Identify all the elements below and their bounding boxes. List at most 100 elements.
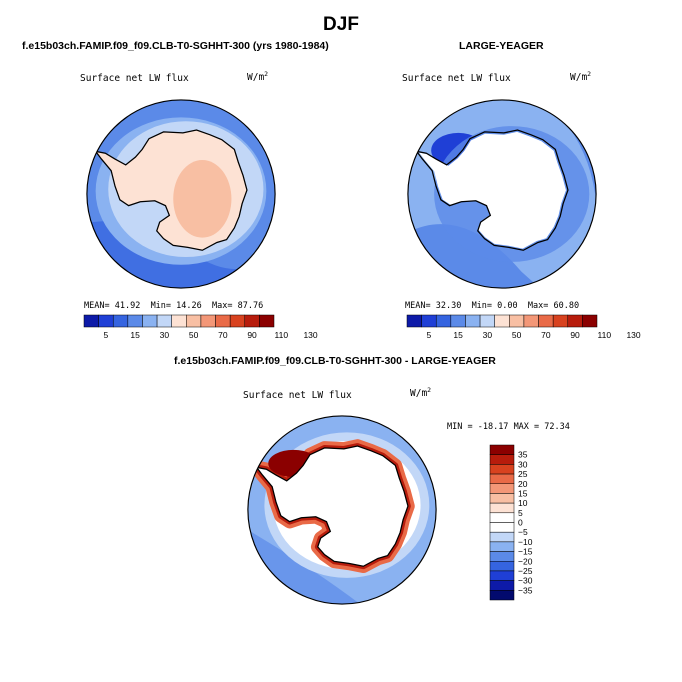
panel3-colorbar-box	[489, 444, 515, 455]
panel3-max-value: 72.34	[544, 422, 570, 432]
panel3-colorbar-tick-label: 35	[518, 450, 528, 460]
panel3-colorbar-tick-label: 5	[518, 508, 523, 518]
panel2-colorbar-tick-label: 70	[541, 330, 551, 340]
land-mask	[419, 131, 566, 249]
panel1-colorbar-box	[112, 314, 129, 328]
panel1-colorbar-box	[127, 314, 143, 328]
panel3-stats: MIN = -18.17 MAX = 72.34	[447, 422, 570, 432]
panel3-colorbar-tick-label: −10	[518, 537, 533, 547]
panel1-max-label: Max=	[212, 301, 233, 311]
panel1-colorbar-tick-label: 70	[218, 330, 228, 340]
panel2-colorbar-box	[582, 314, 598, 328]
panel1-colorbar-box	[229, 314, 246, 328]
panel3-colorbar-tick-label: −35	[518, 585, 533, 595]
panel2-colorbar-tick-label: 110	[598, 330, 612, 340]
panel3-min-value: -18.17	[477, 422, 509, 432]
panel2-colorbar-box	[450, 314, 466, 328]
panel3-map	[247, 415, 437, 605]
panel3-colorbar-tick-label: 10	[518, 498, 528, 508]
panel3-colorbar-tick-label: 0	[518, 518, 523, 528]
panel1-colorbar-box	[83, 314, 99, 328]
diff-panel-title: f.e15b03ch.FAMIP.f09_f09.CLB-T0-SGHHT-30…	[174, 355, 496, 367]
panel2-colorbar-box	[465, 314, 481, 328]
map-border	[86, 99, 276, 289]
panel2-colorbar-box	[509, 314, 525, 328]
ice-sheet-field	[173, 160, 232, 238]
panel2-units: W/m2	[570, 70, 592, 84]
panel3-colorbar-box	[489, 464, 515, 475]
panel2-min-value: 0.00	[497, 301, 518, 311]
panel1-map	[86, 99, 276, 289]
panel3-colorbar-tick-label: 25	[518, 469, 528, 479]
panel2-colorbar-box	[567, 314, 583, 328]
panel2-min-label: Min=	[471, 301, 493, 311]
panel2-colorbar-tick-label: 50	[512, 330, 522, 340]
panel3-colorbar-tick-label: −5	[518, 527, 528, 537]
panel3-colorbar-tick-label: 30	[518, 459, 528, 469]
panel1-max-value: 87.76	[237, 301, 264, 311]
panel3-colorbar-box	[489, 531, 515, 543]
panel3-colorbar-tick-label: −25	[518, 566, 533, 576]
panel3-colorbar-tick-label: −30	[518, 576, 533, 586]
panel3-colorbar-box	[489, 561, 515, 572]
panel1-colorbar-box	[171, 314, 187, 328]
panel1-colorbar-tick-label: 50	[189, 330, 199, 340]
panel3-colorbar-box	[489, 551, 515, 562]
panel1-mean-value: 41.92	[114, 301, 141, 311]
map-border	[247, 415, 437, 605]
panel2-mean-value: 32.30	[435, 301, 462, 311]
panel3-colorbar-tick-label: −20	[518, 556, 533, 566]
panel3-colorbar-box	[489, 590, 515, 601]
panel3-variable-label: Surface net LW flux	[243, 390, 352, 401]
panel1-colorbar-box	[142, 314, 158, 328]
panel2-colorbar-tick-label: 90	[570, 330, 580, 340]
panel2-colorbar-box	[435, 314, 452, 328]
panel2-colorbar-tick-label: 30	[483, 330, 493, 340]
panel3-colorbar-box	[489, 483, 515, 494]
panel2-map	[407, 99, 597, 289]
left-panel-title: f.e15b03ch.FAMIP.f09_f09.CLB-T0-SGHHT-30…	[22, 40, 329, 52]
panel2-colorbar-tick-label: 15	[453, 330, 463, 340]
panel2-colorbar-box	[523, 314, 539, 328]
panel3-colorbar-tick-label: 20	[518, 479, 528, 489]
panel2-colorbar-tick-label: 5	[427, 330, 432, 340]
panel2-colorbar-box	[494, 314, 510, 328]
panel1-colorbar-box	[186, 314, 202, 328]
panel2-max-label: Max=	[527, 301, 549, 311]
panel1-colorbar-tick-label: 15	[130, 330, 140, 340]
panel1-variable-label: Surface net LW flux	[80, 73, 189, 84]
panel1-units: W/m2	[247, 70, 269, 84]
panel1-colorbar-box	[244, 314, 260, 328]
panel1-stats: MEAN= 41.92 Min= 14.26 Max= 87.76	[84, 301, 263, 311]
panel1-colorbar-tick-label: 30	[160, 330, 170, 340]
panel2-max-value: 60.80	[553, 301, 580, 311]
panel2-colorbar-tick-label: 130	[626, 330, 640, 340]
panel3-colorbar-box	[489, 512, 515, 523]
panel3-colorbar-box	[489, 580, 515, 591]
panel3-colorbar-tick-label: 15	[518, 488, 528, 498]
panel3-colorbar-tick-label: −15	[518, 547, 533, 557]
panel3-colorbar-box	[489, 541, 515, 552]
map-border	[407, 99, 597, 289]
panel3-colorbar-box	[489, 454, 515, 465]
panel2-mean-label: MEAN=	[405, 301, 431, 311]
panel3-min-label: MIN =	[447, 422, 473, 432]
panel2-colorbar-box	[538, 314, 554, 328]
right-panel-title: LARGE-YEAGER	[459, 40, 544, 52]
figure-title: DJF	[323, 14, 359, 35]
panel2-colorbar-box	[552, 314, 569, 328]
panel1-colorbar-tick-label: 90	[247, 330, 257, 340]
panel1-colorbar-box	[215, 314, 231, 328]
panel1-colorbar-box	[259, 314, 275, 328]
land-mask	[256, 445, 408, 567]
panel1-colorbar-tick-label: 130	[303, 330, 317, 340]
panel2-stats: MEAN= 32.30 Min= 0.00 Max= 60.80	[405, 301, 579, 311]
panel1-colorbar-box	[200, 314, 216, 328]
panel1-colorbar: 5 15 30 50 70 90 110 130	[83, 314, 318, 340]
panel3-colorbar-box	[489, 502, 515, 514]
panel1-mean-label: MEAN=	[84, 301, 110, 311]
panel1-min-value: 14.26	[176, 301, 202, 311]
panel3-colorbar-box	[489, 493, 515, 504]
panel3-units: W/m2	[410, 386, 432, 400]
